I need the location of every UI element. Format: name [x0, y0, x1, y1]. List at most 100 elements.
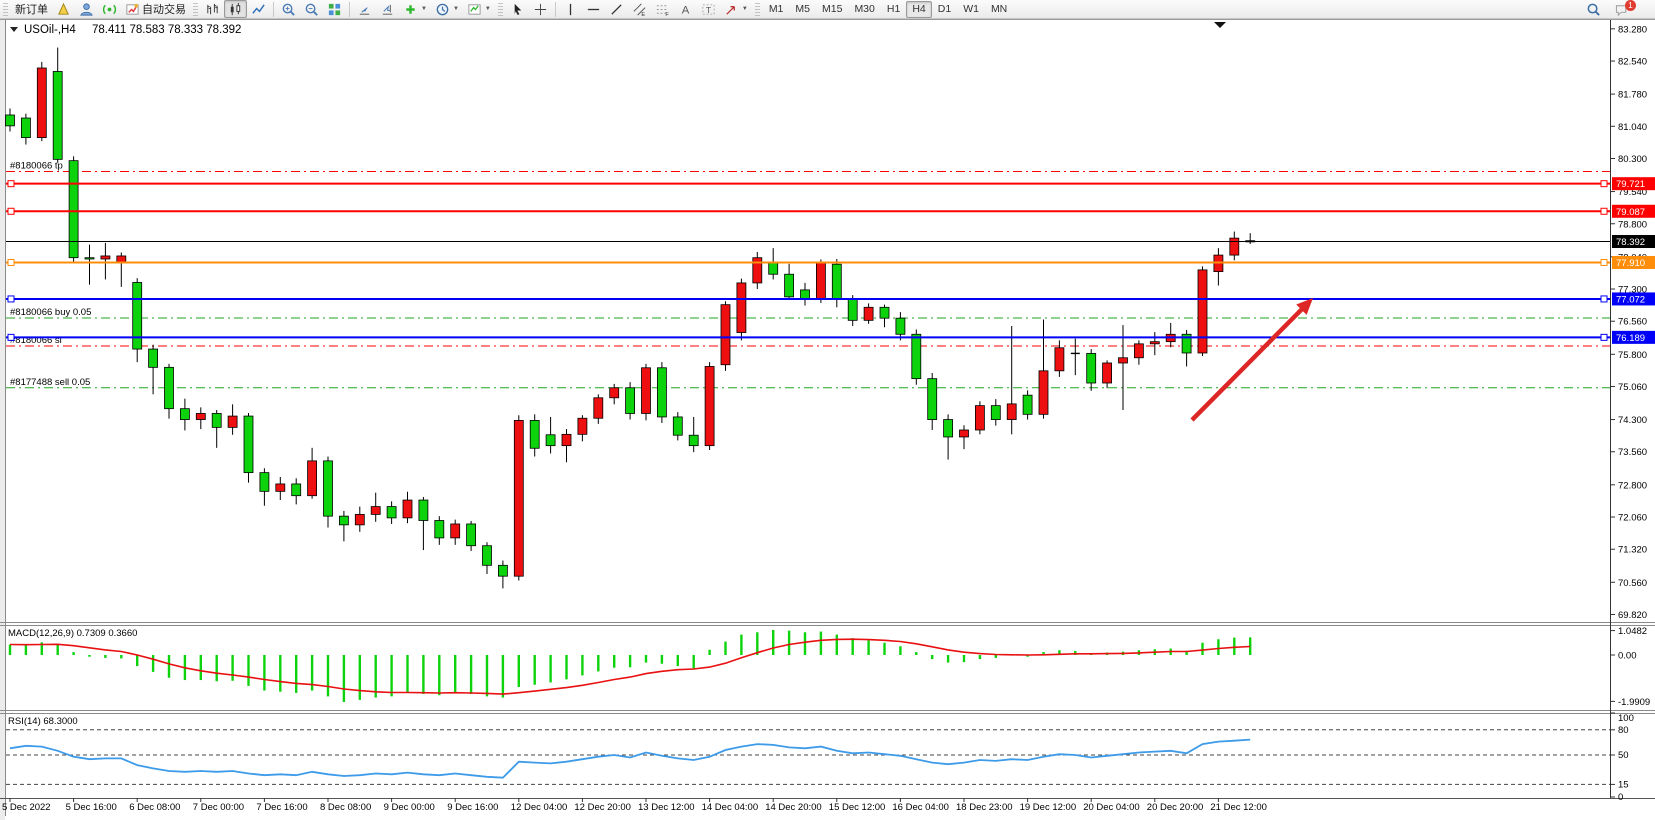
- line-handle[interactable]: [7, 258, 15, 266]
- timeframe-m1-button[interactable]: M1: [768, 2, 784, 15]
- tile-windows-icon[interactable]: [323, 0, 346, 18]
- line-chart-icon: [252, 3, 265, 14]
- candle: [20, 113, 31, 145]
- line-handle[interactable]: [1600, 295, 1608, 303]
- chart-shift-marker[interactable]: [1214, 22, 1226, 28]
- periods-icon[interactable]: ▼: [431, 0, 463, 18]
- price-tick-label: 81.040: [1618, 122, 1647, 133]
- line-handle[interactable]: [7, 333, 15, 341]
- rsi-tick-label: 80: [1618, 725, 1629, 736]
- line-handle[interactable]: [7, 295, 15, 303]
- candle: [1086, 349, 1097, 391]
- candle: [927, 372, 938, 430]
- toolbar-grip: [754, 2, 760, 16]
- order-line-label: #8177488 sell 0.05: [10, 377, 90, 388]
- line-handle[interactable]: [1600, 207, 1608, 215]
- templates-icon[interactable]: ▼: [463, 0, 495, 18]
- line-handle[interactable]: [1600, 258, 1608, 266]
- crosshair-icon[interactable]: [529, 0, 552, 18]
- rsi-label: RSI(14) 68.3000: [8, 716, 78, 727]
- order-lines-layer[interactable]: #8180066 tp #8180066 buy 0.05 #8180066 sl #…: [6, 161, 1610, 389]
- signals-icon[interactable]: [98, 0, 121, 18]
- candle: [545, 416, 556, 454]
- vertical-line-icon[interactable]: [559, 0, 582, 18]
- timeframe-mn-button[interactable]: MN: [990, 2, 1008, 15]
- time-tick-label: 12 Dec 20:00: [574, 802, 631, 813]
- timeframe-d1-button[interactable]: D1: [937, 2, 952, 15]
- candle: [482, 542, 492, 575]
- chart-shift-icon[interactable]: [376, 0, 399, 18]
- candle: [879, 304, 890, 328]
- price-badge-label: 77.072: [1616, 294, 1645, 305]
- autotrade-button[interactable]: 自动交易: [121, 0, 190, 18]
- candle: [1006, 326, 1017, 435]
- auto-scroll-icon[interactable]: [353, 0, 376, 18]
- channel-icon[interactable]: E: [628, 0, 651, 18]
- line-handle[interactable]: [7, 207, 15, 215]
- candlestick-icon[interactable]: [224, 0, 247, 18]
- candle: [291, 478, 302, 505]
- candle: [1038, 319, 1049, 419]
- chart-wizard-icon[interactable]: [52, 0, 75, 18]
- candle: [466, 520, 477, 551]
- line-handle[interactable]: [1600, 333, 1608, 341]
- rsi-line: [9, 738, 1251, 779]
- trendline-icon[interactable]: [605, 0, 628, 18]
- timeframe-m15-button[interactable]: M15: [822, 2, 843, 15]
- candle: [911, 329, 922, 385]
- price-badge-label: 76.189: [1616, 333, 1645, 344]
- chat-button[interactable]: 1: [1611, 0, 1647, 18]
- price-tick-label: 81.780: [1618, 90, 1647, 101]
- candle: [386, 501, 397, 524]
- macd-panel: [8, 629, 1252, 702]
- price-tick-label: 82.540: [1618, 57, 1647, 68]
- line-handle[interactable]: [1600, 180, 1608, 188]
- new-order-button[interactable]: 新订单: [11, 0, 52, 18]
- time-tick-label: 6 Dec 08:00: [129, 802, 180, 813]
- text-icon: A: [682, 4, 690, 16]
- trend-arrow[interactable]: [1190, 303, 1308, 422]
- rsi-tick-label: 50: [1618, 750, 1629, 761]
- text-label-icon[interactable]: T: [697, 0, 720, 18]
- toolbar-separator: [273, 1, 274, 17]
- zoom-in-icon[interactable]: [277, 0, 300, 18]
- bar-chart-icon[interactable]: [201, 0, 224, 18]
- horizontal-lines-layer[interactable]: [6, 22, 1610, 341]
- caret-down-icon: ▼: [484, 6, 491, 12]
- horizontal-line-icon[interactable]: [582, 0, 605, 18]
- toolbar-grip: [3, 2, 8, 16]
- candle: [688, 416, 699, 453]
- fibonacci-icon[interactable]: F: [651, 0, 674, 18]
- shapes-icon[interactable]: ▼: [720, 0, 752, 18]
- search-button[interactable]: [1582, 0, 1605, 18]
- timeframe-w1-button[interactable]: W1: [963, 2, 979, 15]
- line-handle[interactable]: [7, 180, 15, 188]
- cursor-icon[interactable]: [506, 0, 529, 18]
- candle: [418, 496, 429, 551]
- rsi-panel: [6, 729, 1610, 785]
- collapse-arrow-icon[interactable]: [10, 27, 18, 32]
- chart-shift-icon: [382, 4, 393, 15]
- candle: [52, 47, 63, 163]
- text-icon[interactable]: A: [674, 0, 697, 18]
- time-tick-label: 16 Dec 04:00: [892, 802, 949, 813]
- candle: [402, 491, 413, 524]
- price-tick-label: 69.820: [1618, 610, 1647, 621]
- candle: [307, 447, 318, 499]
- timeframe-h1-button[interactable]: H1: [886, 2, 901, 15]
- zoom-out-icon[interactable]: [300, 0, 323, 18]
- annotation-layer[interactable]: [1190, 298, 1313, 422]
- axes-layer[interactable]: 83.280 82.540 81.780 81.040 80.300 79.540 78.8…: [2, 20, 1655, 813]
- timeframe-m5-button[interactable]: M5: [795, 2, 810, 15]
- channel-icon: E: [633, 3, 646, 17]
- candle: [1181, 329, 1192, 367]
- profile-icon[interactable]: [75, 0, 98, 18]
- indicators-add-icon: [406, 4, 415, 14]
- macd-tick-label: 0.00: [1618, 651, 1637, 662]
- indicators-add-icon[interactable]: ▼: [399, 0, 431, 18]
- timeframe-h4-button[interactable]: H4: [906, 0, 932, 18]
- line-chart-icon[interactable]: [247, 0, 270, 18]
- autotrade-icon: [126, 3, 139, 15]
- timeframe-m30-button[interactable]: M30: [854, 2, 875, 15]
